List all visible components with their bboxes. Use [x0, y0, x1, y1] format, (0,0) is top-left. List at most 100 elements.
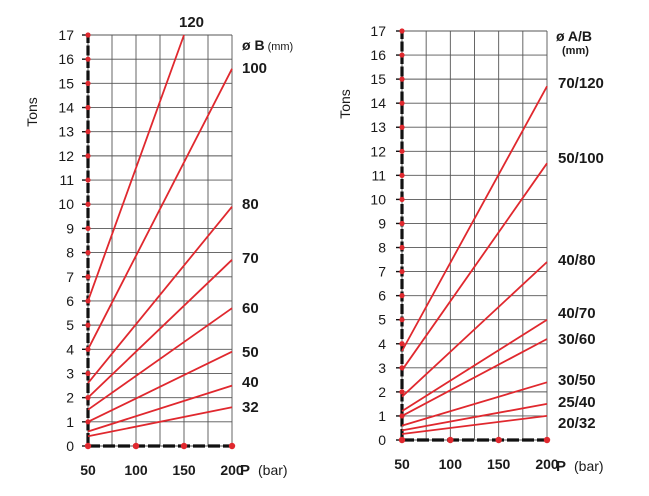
legend-unit: (mm)	[562, 45, 589, 57]
x-tick-label: 50	[394, 456, 410, 472]
series-line-50-100	[401, 162, 548, 371]
y-tick-label: 2	[66, 390, 74, 406]
series-line-70	[87, 259, 233, 399]
y-tick-label: 0	[378, 432, 386, 448]
y-tick-label: 15	[58, 75, 74, 91]
series-line-30-60	[401, 338, 548, 417]
x-tick-label: 100	[439, 456, 463, 472]
series-label: 50/100	[558, 150, 604, 167]
y-tick-dot	[399, 28, 405, 34]
y-tick-dot	[85, 104, 91, 111]
series-line-50	[87, 350, 233, 423]
y-tick-label: 3	[378, 360, 386, 376]
y-tick-label: 6	[66, 293, 74, 309]
y-tick-label: 14	[58, 100, 74, 116]
series-label: 80	[242, 196, 259, 213]
y-tick-dot	[399, 293, 405, 299]
series-line-60	[87, 307, 233, 411]
y-tick-dot	[85, 370, 91, 377]
x-tick-label: 200	[535, 456, 559, 472]
legend-title: ø B (mm)	[242, 37, 293, 53]
x-tick-dot	[132, 442, 140, 450]
series-line-32	[87, 406, 233, 438]
y-tick-label: 8	[66, 245, 74, 261]
y-tick-dot	[85, 80, 91, 86]
y-tick-dot	[85, 322, 91, 328]
y-tick-label: 2	[378, 384, 386, 400]
x-tick-label: 100	[124, 462, 148, 478]
y-tick-label: 17	[58, 27, 74, 43]
x-tick-dot	[84, 442, 92, 450]
y-tick-dot	[399, 220, 405, 227]
x-axis-label: P (bar)	[240, 462, 288, 479]
series-line-120	[87, 34, 185, 302]
series-line-20-32	[401, 415, 548, 435]
y-tick-label: 4	[66, 341, 74, 357]
series-label: 100	[242, 60, 267, 77]
series-line-30-50	[401, 381, 548, 427]
series-label: 40/80	[558, 252, 596, 269]
y-tick-label: 16	[370, 47, 386, 63]
series-line-80	[87, 206, 233, 384]
x-axis-label-unit: (bar)	[574, 458, 604, 474]
y-tick-label: 10	[58, 196, 74, 212]
y-tick-dot	[85, 32, 91, 38]
x-tick-dot	[543, 436, 551, 444]
x-tick-dot	[398, 436, 406, 444]
y-tick-label: 15	[370, 71, 386, 87]
series-label: 60	[242, 300, 259, 317]
y-tick-label: 16	[58, 51, 74, 67]
series-label: 32	[242, 399, 259, 416]
y-tick-dot	[85, 129, 91, 135]
series-label: 70/120	[558, 75, 604, 92]
series-label: 40/70	[558, 305, 596, 322]
y-tick-label: 7	[378, 264, 386, 280]
y-tick-label: 12	[370, 143, 386, 159]
y-tick-dot	[399, 196, 405, 203]
y-tick-dot	[85, 153, 91, 159]
y-tick-dot	[85, 177, 91, 183]
y-tick-label: 10	[370, 191, 386, 207]
y-tick-label: 3	[66, 365, 74, 381]
y-axis-label: Tons	[337, 89, 353, 119]
y-tick-dot	[399, 341, 405, 347]
x-tick-label: 50	[80, 462, 96, 478]
y-tick-label: 5	[378, 312, 386, 328]
y-tick-dot	[399, 244, 405, 251]
y-tick-dot	[85, 249, 91, 256]
y-tick-label: 11	[371, 167, 386, 183]
y-tick-label: 11	[59, 172, 74, 188]
y-tick-dot	[399, 124, 405, 130]
y-tick-label: 4	[378, 336, 386, 352]
legend-unit: (mm)	[268, 41, 294, 53]
series-line-100	[87, 68, 233, 350]
series-label: 40	[242, 374, 259, 391]
y-tick-label: 0	[66, 438, 74, 454]
x-tick-dot	[495, 436, 502, 444]
y-tick-label: 13	[370, 119, 386, 135]
legend-title: ø A/B	[556, 28, 592, 44]
x-tick-label: 200	[220, 462, 244, 478]
series-line-70-120	[401, 85, 548, 352]
x-tick-dot	[180, 442, 188, 450]
y-tick-dot	[399, 172, 405, 178]
x-tick-dot	[228, 442, 236, 450]
series-line-25-40	[401, 403, 548, 432]
x-tick-label: 150	[487, 456, 511, 472]
legend-title-text: ø B	[242, 37, 265, 53]
x-axis-label-unit: (bar)	[258, 462, 288, 478]
y-tick-label: 7	[66, 269, 74, 285]
series-line-40-80	[401, 261, 548, 398]
y-tick-label: 8	[378, 240, 386, 256]
grid	[401, 30, 548, 441]
series-label: 20/32	[558, 415, 596, 432]
series-label: 50	[242, 344, 259, 361]
y-tick-dot	[399, 268, 405, 275]
series-line-40	[87, 384, 233, 433]
y-tick-label: 6	[378, 288, 386, 304]
y-tick-label: 13	[58, 124, 74, 140]
x-axis-label-main: P	[240, 462, 250, 479]
y-tick-dot	[399, 389, 405, 395]
